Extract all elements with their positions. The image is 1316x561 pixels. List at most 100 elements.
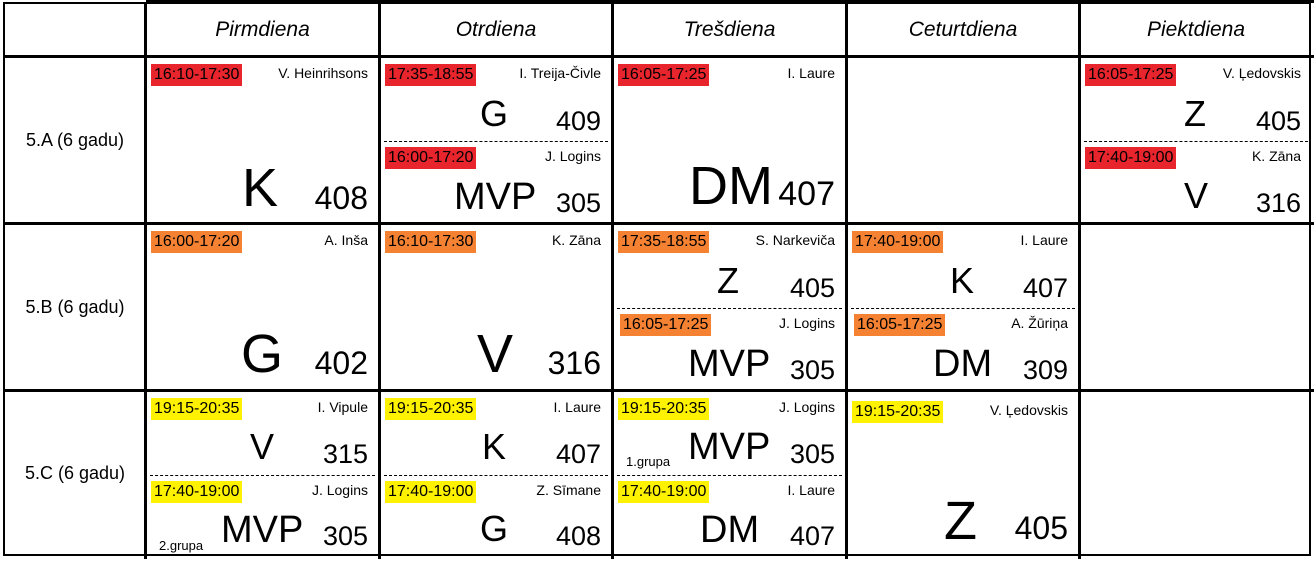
teacher-name: J. Logins <box>778 315 835 331</box>
time-badge: 17:35-18:55 <box>618 231 710 253</box>
room-number: 405 <box>789 273 835 303</box>
teacher-name: I. Laure <box>787 482 835 498</box>
time-badge: 17:40-19:00 <box>151 481 243 503</box>
lesson-5c-monday-2[interactable]: 17:40-19:00 J. Logins MVP 305 2.grupa <box>147 475 378 554</box>
lesson-5b-wednesday-1[interactable]: 17:35-18:55 S. Narkeviča Z 405 <box>614 225 845 307</box>
time-badge: 17:35-18:55 <box>385 64 477 86</box>
lesson-5a-tuesday-2[interactable]: 16:00-17:20 J. Logins MVP 305 <box>381 141 611 222</box>
subject-code: G <box>241 324 284 384</box>
lesson-5a-wednesday[interactable]: 16:05-17:25 I. Laure DM 407 <box>614 58 845 222</box>
room-number: 402 <box>314 345 368 381</box>
room-number: 309 <box>1022 355 1068 385</box>
teacher-name: I. Laure <box>1020 232 1068 248</box>
day-header-thursday: Ceturtdiena <box>908 18 1018 41</box>
room-number: 407 <box>555 439 601 469</box>
teacher-name: J. Logins <box>778 399 835 415</box>
class-label-5c: 5.C (6 gadu) <box>24 462 126 483</box>
subject-code: MVP <box>221 509 304 551</box>
subject-code: V <box>477 324 514 384</box>
grid-line <box>3 55 1314 58</box>
subject-code: Z <box>944 491 977 551</box>
room-number: 315 <box>322 439 368 469</box>
room-number: 408 <box>314 180 368 216</box>
time-badge: 16:05-17:25 <box>620 314 712 336</box>
teacher-name: V. Ļedovskis <box>989 402 1068 418</box>
teacher-name: I. Laure <box>787 65 835 81</box>
lesson-5a-monday[interactable]: 16:10-17:30 V. Heinrihsons K 408 <box>147 58 378 222</box>
time-badge: 19:15-20:35 <box>852 401 944 423</box>
lesson-5c-monday-1[interactable]: 19:15-20:35 I. Vipule V 315 <box>147 392 378 474</box>
time-badge: 16:05-17:25 <box>854 314 946 336</box>
day-header-friday: Piektdiena <box>1146 18 1246 41</box>
teacher-name: K. Zāna <box>551 232 601 248</box>
lesson-5c-tuesday-2[interactable]: 17:40-19:00 Z. Sīmane G 408 <box>381 475 611 554</box>
subject-code: MVP <box>688 426 771 468</box>
time-badge: 16:10-17:30 <box>385 231 477 253</box>
teacher-name: A. Žūriņa <box>1011 315 1068 331</box>
class-label-5b: 5.B (6 gadu) <box>25 296 125 317</box>
grid-line <box>1078 2 1081 559</box>
grid-line <box>3 389 1314 392</box>
subject-code: Z <box>1184 93 1206 134</box>
lesson-5a-tuesday-1[interactable]: 17:35-18:55 I. Treija-Čivle G 409 <box>381 58 611 140</box>
lesson-5b-wednesday-2[interactable]: 16:05-17:25 J. Logins MVP 305 <box>614 308 845 389</box>
group-note: 2.grupa <box>159 538 204 553</box>
room-number: 409 <box>555 106 601 136</box>
lesson-5c-wednesday-2[interactable]: 17:40-19:00 I. Laure DM 407 <box>614 475 845 554</box>
time-badge: 17:40-19:00 <box>852 231 944 253</box>
teacher-name: S. Narkeviča <box>755 232 835 248</box>
teacher-name: I. Treija-Čivle <box>519 65 601 81</box>
lesson-5c-tuesday-1[interactable]: 19:15-20:35 I. Laure K 407 <box>381 392 611 474</box>
empty-slot <box>1081 392 1311 554</box>
subject-code: V <box>1184 175 1209 216</box>
teacher-name: V. Heinrihsons <box>278 65 368 81</box>
slot-divider <box>851 308 1075 309</box>
teacher-name: I. Vipule <box>317 399 368 415</box>
room-number: 316 <box>1255 188 1301 218</box>
time-badge: 19:15-20:35 <box>385 398 477 420</box>
time-badge: 19:15-20:35 <box>618 398 710 420</box>
time-badge: 16:05-17:25 <box>1085 64 1177 86</box>
subject-code: MVP <box>454 176 537 218</box>
lesson-5b-monday[interactable]: 16:00-17:20 A. Inša G 402 <box>147 225 378 389</box>
room-number: 407 <box>778 175 835 213</box>
subject-code: MVP <box>688 343 771 385</box>
room-number: 305 <box>322 521 368 551</box>
room-number: 305 <box>789 355 835 385</box>
teacher-name: A. Inša <box>324 232 368 248</box>
teacher-name: V. Ļedovskis <box>1222 65 1301 81</box>
subject-code: Z <box>717 260 739 301</box>
empty-slot <box>848 58 1078 222</box>
grid-line <box>378 2 381 559</box>
room-number: 405 <box>1255 106 1301 136</box>
time-badge: 17:40-19:00 <box>1085 147 1177 169</box>
subject-code: G <box>480 508 509 549</box>
room-number: 316 <box>547 345 601 381</box>
room-number: 407 <box>1022 273 1068 303</box>
subject-code: G <box>480 93 509 134</box>
lesson-5a-friday-1[interactable]: 16:05-17:25 V. Ļedovskis Z 405 <box>1081 58 1311 140</box>
grid-line <box>845 2 848 559</box>
time-badge: 17:40-19:00 <box>385 481 477 503</box>
lesson-5b-thursday-1[interactable]: 17:40-19:00 I. Laure K 407 <box>848 225 1078 307</box>
lesson-5b-tuesday[interactable]: 16:10-17:30 K. Zāna V 316 <box>381 225 611 389</box>
slot-divider <box>617 308 842 309</box>
grid-line <box>3 222 1314 225</box>
teacher-name: J. Logins <box>311 482 368 498</box>
grid-line <box>144 2 147 559</box>
lesson-5a-friday-2[interactable]: 17:40-19:00 K. Zāna V 316 <box>1081 141 1311 222</box>
slot-divider <box>617 475 842 476</box>
time-badge: 16:00-17:20 <box>385 147 477 169</box>
slot-divider <box>384 141 608 142</box>
subject-code: V <box>250 426 275 467</box>
day-header-tuesday: Otrdiena <box>455 18 537 41</box>
group-note: 1.grupa <box>626 454 671 469</box>
lesson-5c-wednesday-1[interactable]: 19:15-20:35 J. Logins MVP 305 1.grupa <box>614 392 845 474</box>
table-border <box>3 2 1311 556</box>
slot-divider <box>384 475 608 476</box>
lesson-5c-thursday[interactable]: 19:15-20:35 V. Ļedovskis Z 405 <box>848 392 1078 554</box>
subject-code: K <box>482 426 507 467</box>
lesson-5b-thursday-2[interactable]: 16:05-17:25 A. Žūriņa DM 309 <box>848 308 1078 389</box>
teacher-name: J. Logins <box>544 148 601 164</box>
time-badge: 17:40-19:00 <box>618 481 710 503</box>
